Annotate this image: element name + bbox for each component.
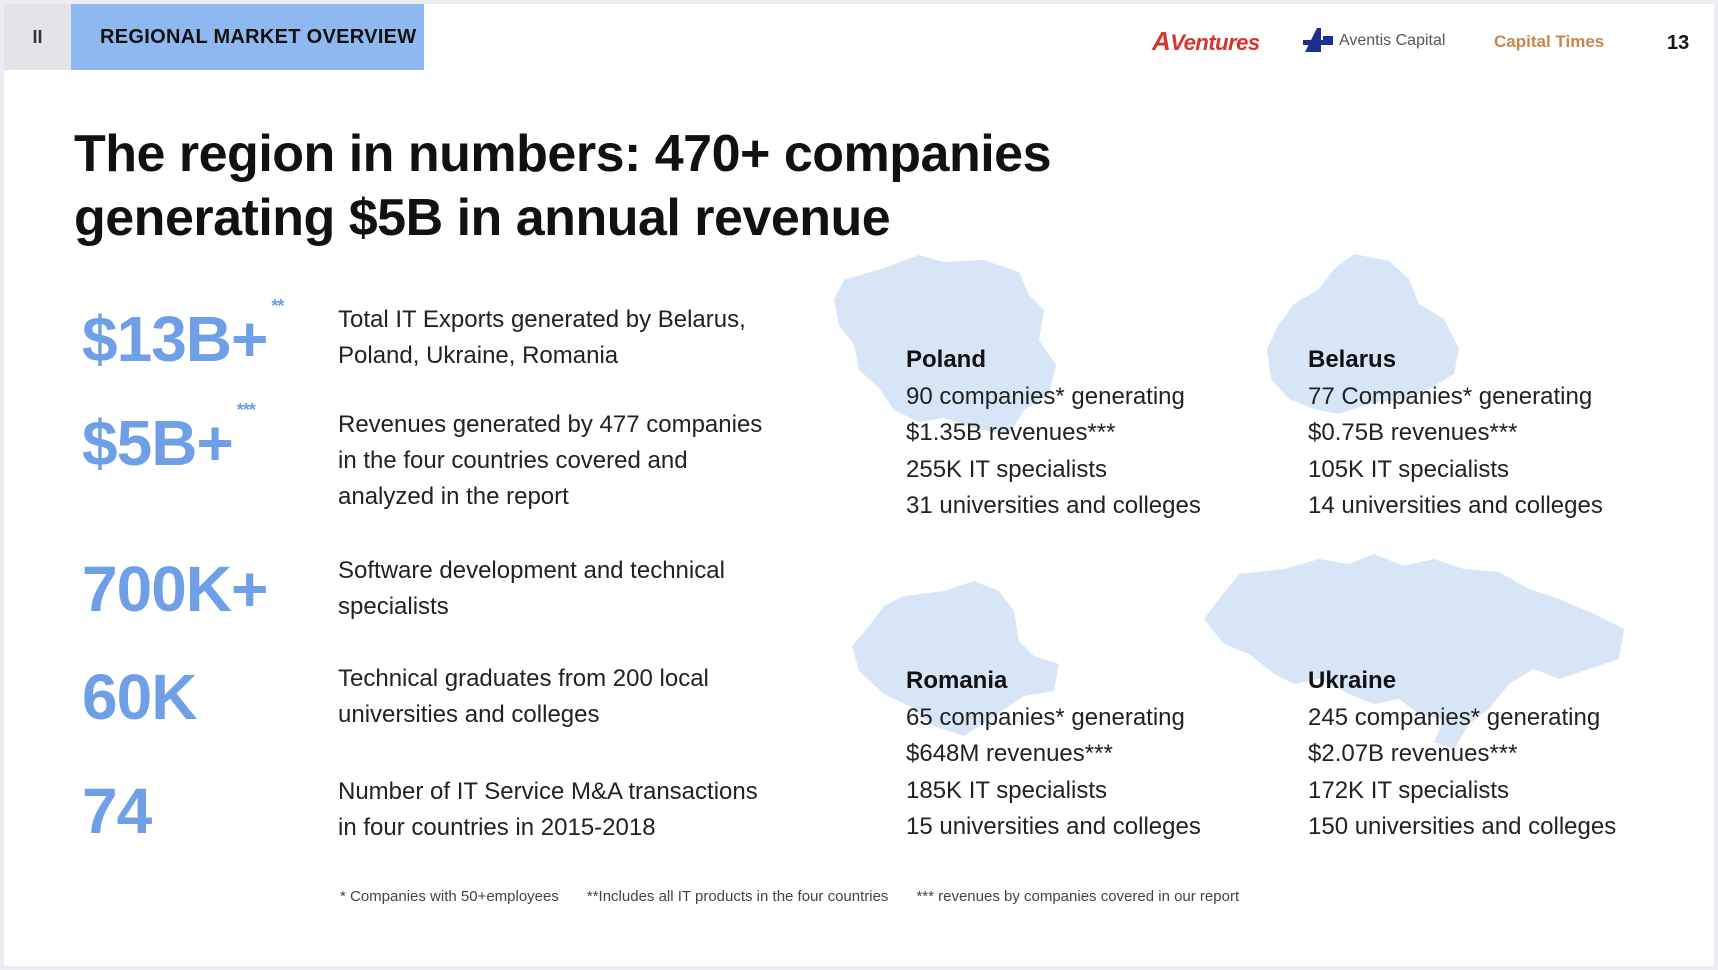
- country-specialists: 255K IT specialists: [906, 455, 1107, 483]
- aventures-logo-text: Ventures: [1170, 30, 1260, 55]
- country-companies: 77 Companies* generating: [1308, 382, 1593, 410]
- stat-desc-specialists: Software development and technical speci…: [338, 553, 818, 625]
- stat-desc-line: Poland, Ukraine, Romania: [338, 342, 619, 369]
- page-number: 13: [1667, 32, 1690, 54]
- country-romania: Romania 65 companies* generating $648M r…: [906, 663, 1201, 846]
- stat-value-transactions: 74: [82, 774, 152, 848]
- country-companies: 245 companies* generating: [1308, 703, 1601, 731]
- country-companies: 65 companies* generating: [906, 703, 1185, 731]
- aventures-logo: AVentures: [1152, 26, 1260, 57]
- stat-value-text: 700K+: [82, 553, 268, 625]
- country-specialists: 185K IT specialists: [906, 776, 1107, 804]
- country-belarus: Belarus 77 Companies* generating $0.75B …: [1308, 342, 1603, 525]
- section-number: II: [4, 4, 71, 70]
- aventis-logo: Aventis Capital: [1301, 26, 1445, 56]
- page-title-line-2: generating $5B in annual revenue: [74, 189, 891, 247]
- capital-times-logo: Capital Times: [1494, 32, 1605, 51]
- ukraine-map-shape: [1204, 554, 1624, 749]
- country-universities: 150 universities and colleges: [1308, 813, 1617, 840]
- footnote-marker: ***: [236, 400, 256, 420]
- stat-desc-it-exports: Total IT Exports generated by Belarus, P…: [338, 302, 818, 374]
- stat-desc-line: universities and colleges: [338, 701, 600, 728]
- country-poland: Poland 90 companies* generating $1.35B r…: [906, 342, 1201, 525]
- footnote-it-products: **Includes all IT products in the four c…: [586, 888, 889, 905]
- stat-value-revenues: $5B+ ***: [82, 400, 256, 480]
- country-revenues: $1.35B revenues***: [906, 419, 1116, 446]
- stat-value-specialists: 700K+: [82, 552, 268, 626]
- stat-desc-line: Software development and technical: [338, 557, 725, 584]
- country-universities: 31 universities and colleges: [906, 492, 1201, 519]
- country-companies: 90 companies* generating: [906, 382, 1185, 410]
- stat-value-text: $5B+: [82, 407, 234, 479]
- stat-value-text: 60K: [82, 661, 197, 733]
- page-title-line-1: The region in numbers: 470+ companies: [74, 125, 1052, 183]
- stat-value-graduates: 60K: [82, 660, 197, 734]
- aventis-mark-icon: [1303, 28, 1333, 52]
- stat-desc-line: in four countries in 2015-2018: [338, 814, 656, 841]
- country-ukraine: Ukraine 245 companies* generating $2.07B…: [1308, 663, 1616, 846]
- country-name: Belarus: [1308, 346, 1397, 373]
- country-name: Ukraine: [1308, 667, 1397, 694]
- country-specialists: 105K IT specialists: [1308, 455, 1509, 483]
- country-revenues: $0.75B revenues***: [1308, 419, 1518, 446]
- stat-desc-line: analyzed in the report: [338, 483, 569, 510]
- slide: II REGIONAL MARKET OVERVIEW AVentures Av…: [4, 4, 1714, 966]
- aventures-a-icon: A: [1152, 26, 1171, 56]
- belarus-map-shape: [1267, 254, 1459, 414]
- section-title: REGIONAL MARKET OVERVIEW: [71, 4, 424, 70]
- stat-desc-line: Total IT Exports generated by Belarus,: [338, 306, 746, 333]
- footnote-employees: * Companies with 50+employees: [340, 888, 559, 905]
- stat-desc-line: Number of IT Service M&A transactions: [338, 778, 758, 805]
- aventis-logo-text: Aventis Capital: [1339, 32, 1446, 49]
- country-universities: 15 universities and colleges: [906, 813, 1201, 840]
- stat-desc-graduates: Technical graduates from 200 local unive…: [338, 661, 818, 733]
- stat-value-text: $13B+: [82, 303, 268, 375]
- country-specialists: 172K IT specialists: [1308, 776, 1509, 804]
- country-name: Romania: [906, 667, 1008, 694]
- stat-desc-line: Technical graduates from 200 local: [338, 665, 709, 692]
- stat-desc-line: in the four countries covered and: [338, 447, 688, 474]
- country-name: Poland: [906, 346, 987, 373]
- stat-value-text: 74: [82, 775, 152, 847]
- footnote-marker: **: [271, 296, 284, 316]
- stat-desc-line: specialists: [338, 593, 449, 620]
- country-revenues: $648M revenues***: [906, 740, 1113, 767]
- poland-map-shape: [834, 255, 1056, 435]
- stat-desc-line: Revenues generated by 477 companies: [338, 411, 763, 438]
- footnotes: * Companies with 50+employees **Includes…: [340, 888, 1239, 905]
- country-universities: 14 universities and colleges: [1308, 492, 1603, 519]
- stat-value-it-exports: $13B+ **: [82, 296, 284, 376]
- romania-map-shape: [852, 581, 1059, 736]
- header-bar: II REGIONAL MARKET OVERVIEW AVentures Av…: [4, 4, 1714, 70]
- page-title: The region in numbers: 470+ companies ge…: [74, 122, 1174, 250]
- country-revenues: $2.07B revenues***: [1308, 740, 1518, 767]
- stat-desc-revenues: Revenues generated by 477 companies in t…: [338, 407, 818, 515]
- footnote-revenues: *** revenues by companies covered in our…: [916, 888, 1240, 905]
- stat-desc-transactions: Number of IT Service M&A transactions in…: [338, 774, 818, 846]
